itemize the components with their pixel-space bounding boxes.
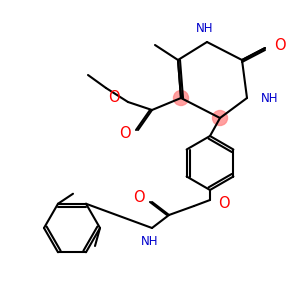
Circle shape: [173, 91, 188, 106]
Text: O: O: [134, 190, 145, 205]
Text: O: O: [274, 38, 286, 52]
Text: O: O: [108, 89, 120, 104]
Circle shape: [212, 110, 227, 125]
Text: O: O: [218, 196, 230, 211]
Text: NH: NH: [141, 235, 159, 248]
Text: O: O: [119, 125, 131, 140]
Text: NH: NH: [196, 22, 214, 35]
Text: NH: NH: [261, 92, 278, 104]
